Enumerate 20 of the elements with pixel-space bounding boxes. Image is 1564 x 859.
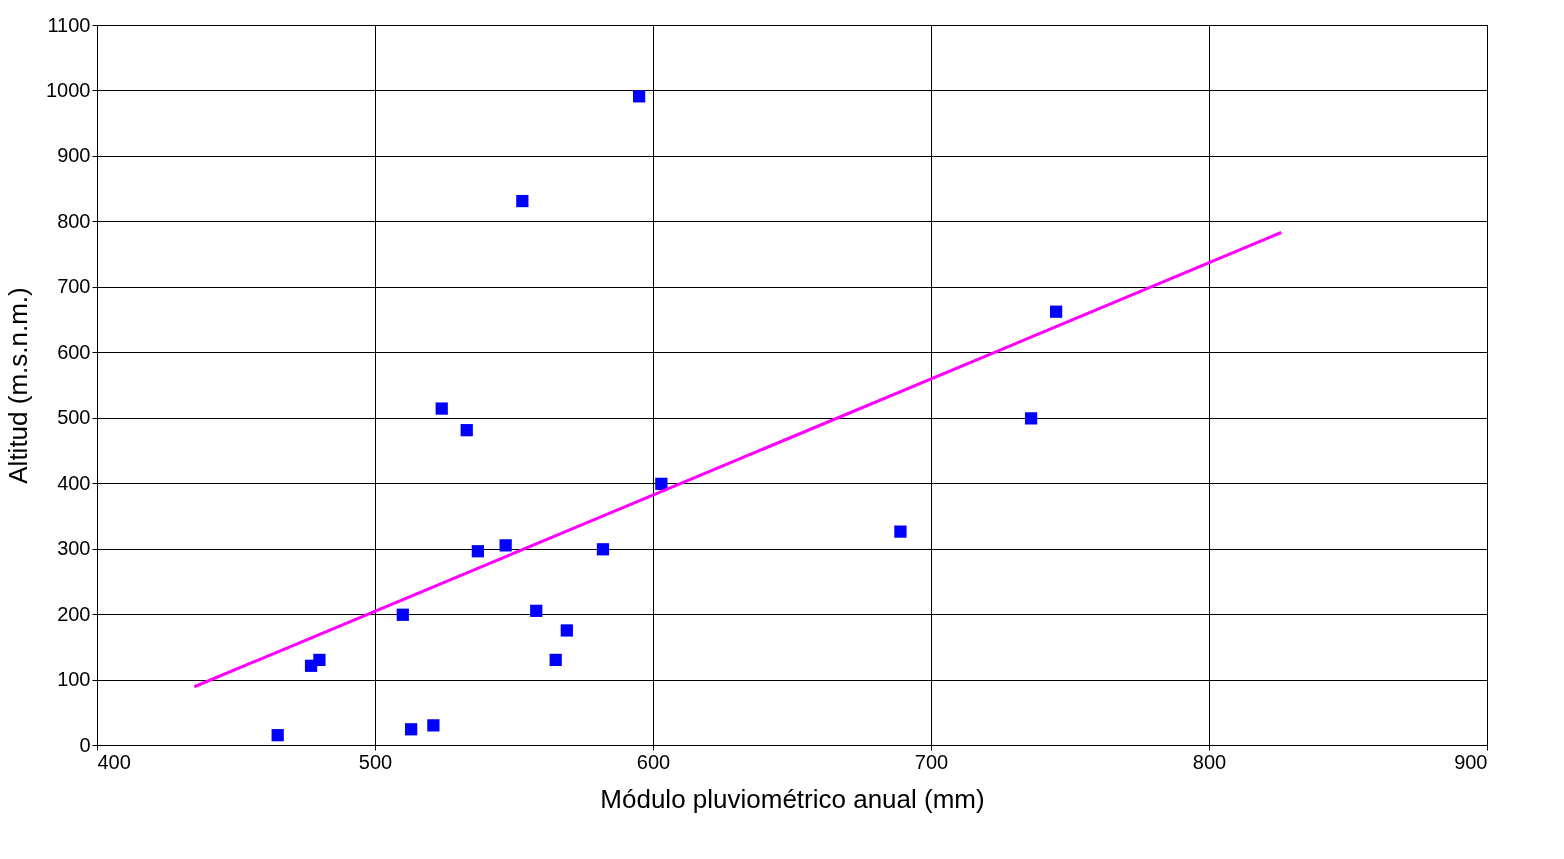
y-tick-label: 1100 [47, 13, 91, 36]
y-tick-label: 300 [57, 537, 91, 560]
y-tick-label: 1000 [46, 78, 91, 101]
y-tick-label: 800 [57, 209, 91, 232]
y-tick-label: 700 [57, 275, 91, 298]
y-tick-label: 200 [57, 602, 91, 625]
x-tick-label: 700 [914, 750, 949, 773]
y-tick-label: 600 [57, 340, 91, 363]
x-tick-label: 600 [636, 750, 671, 773]
x-tick-label: 500 [358, 750, 393, 773]
x-axis-title: Módulo pluviométrico anual (mm) [600, 783, 985, 814]
y-tick-label: 400 [57, 471, 91, 494]
x-tick-label: 900 [1454, 750, 1488, 773]
y-tick-label: 0 [79, 733, 91, 756]
x-tick-label: 400 [97, 750, 131, 773]
y-tick-label: 900 [57, 144, 91, 167]
y-tick-label: 500 [57, 406, 91, 429]
y-tick-label: 100 [57, 668, 91, 691]
y-axis-title: Altitud (m.s.n.m.) [3, 287, 34, 484]
x-tick-label: 800 [1192, 750, 1227, 773]
